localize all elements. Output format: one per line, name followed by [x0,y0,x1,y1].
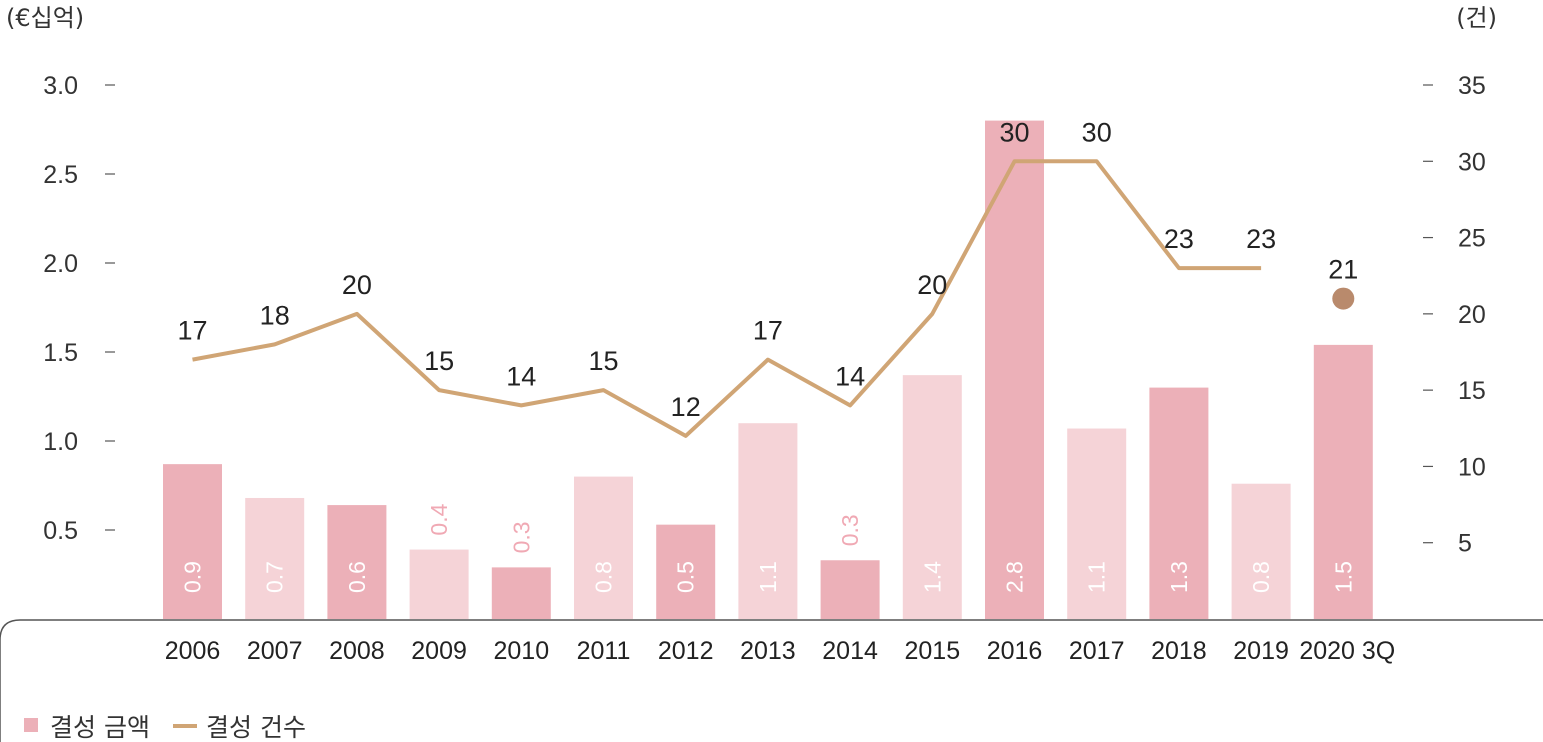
bar-value-label: 0.7 [262,561,288,593]
bar [1067,428,1127,619]
bar [163,464,222,619]
count-label: 15 [424,346,454,376]
bar [491,567,551,619]
x-tick-label: 2009 [411,637,467,665]
count-label: 20 [342,270,372,300]
left-axis: 3.0 2.5 2.0 1.5 1.0 0.5 [43,72,115,545]
x-tick-label: 2011 [577,637,631,665]
bar-value-label: 1.1 [1084,561,1110,593]
right-tick-label: 35 [1458,72,1486,100]
count-label: 23 [1246,224,1276,254]
count-label: 23 [1164,224,1194,254]
right-tick-label: 5 [1458,530,1472,558]
x-tick-label: 2014 [822,637,878,665]
left-tick-label: 1.5 [43,339,78,367]
right-tick-label: 10 [1458,453,1486,481]
left-tick-label: 0.5 [43,517,78,545]
x-axis: 2006 2007 2008 2009 2010 2011 2012 2013 2014 2015… [165,637,1396,665]
count-label: 20 [917,270,947,300]
x-tick-label: 2017 [1069,637,1125,665]
right-axis: 35 30 25 20 15 10 5 [1423,72,1486,558]
bar-value-label: 1.5 [1330,561,1356,593]
count-label: 18 [260,300,290,330]
bar [738,423,798,619]
bar [409,549,469,619]
bar [245,497,305,619]
x-tick-label: 2013 [740,637,796,665]
x-tick-label: 2020 3Q [1299,637,1395,665]
bar-value-label: 0.5 [673,561,699,593]
x-tick-label: 2006 [165,637,221,665]
bar-series: 0.9 0.7 0.6 0.4 0.3 0.8 0.5 1.1 0.3 1.4 2.8 1.1 1.3 0… [163,120,1373,619]
bar [327,505,387,619]
right-tick-label: 30 [1458,148,1486,176]
bar-value-label: 0.3 [837,514,863,546]
x-tick-label: 2007 [247,637,303,665]
bar-value-label: 2.8 [1002,561,1028,593]
bar [1149,387,1209,619]
bar [574,476,633,619]
bar [656,524,716,619]
left-tick-label: 2.0 [43,250,78,278]
legend-bar-label: 결성 금액 [50,713,150,742]
legend-bar-swatch [24,718,38,732]
bottom-frame-line [0,619,1543,742]
count-label: 21 [1328,255,1358,285]
legend-line-label: 결성 건수 [206,713,306,742]
left-axis-unit: (€십억) [6,4,84,32]
bar [1231,483,1291,619]
count-label: 17 [753,316,783,346]
left-tick-label: 3.0 [43,72,78,100]
bar-value-label: 0.8 [591,561,617,593]
bar-value-label: 0.9 [180,561,206,593]
x-tick-label: 2019 [1233,637,1289,665]
series-line [192,159,1262,438]
right-tick-label: 25 [1458,225,1486,253]
bar [985,120,1044,619]
last-point-dot [1332,287,1355,310]
count-label: 30 [999,117,1029,147]
bar-value-label: 1.3 [1166,561,1192,593]
left-tick-label: 1.0 [43,428,78,456]
bar-value-label: 0.3 [508,521,534,553]
count-label: 12 [671,392,701,422]
bar-value-label: 1.4 [919,561,945,593]
line-series: 17 18 20 15 14 15 12 17 14 20 30 30 23 23 21 [177,117,1358,438]
bar [820,560,880,619]
left-tick-label: 2.5 [43,161,78,189]
count-label: 17 [177,316,207,346]
x-tick-label: 2015 [904,637,960,665]
bar-value-label: 0.8 [1248,561,1274,593]
right-tick-label: 15 [1458,377,1486,405]
x-tick-label: 2008 [329,637,385,665]
x-tick-label: 2010 [493,637,549,665]
count-label: 15 [588,346,618,376]
count-label: 30 [1082,117,1112,147]
bar-value-label: 1.1 [755,561,781,593]
count-label: 14 [506,361,536,391]
x-tick-label: 2018 [1151,637,1207,665]
x-tick-label: 2016 [987,637,1043,665]
right-axis-unit: (건) [1456,4,1497,32]
bar [902,375,962,619]
count-label: 14 [835,361,865,391]
x-tick-label: 2012 [658,637,714,665]
right-tick-label: 20 [1458,301,1486,329]
bar-value-label: 0.6 [344,561,370,593]
legend: 결성 금액 결성 건수 [24,713,306,742]
bar [1313,344,1373,619]
bar-value-label: 0.4 [426,503,452,535]
